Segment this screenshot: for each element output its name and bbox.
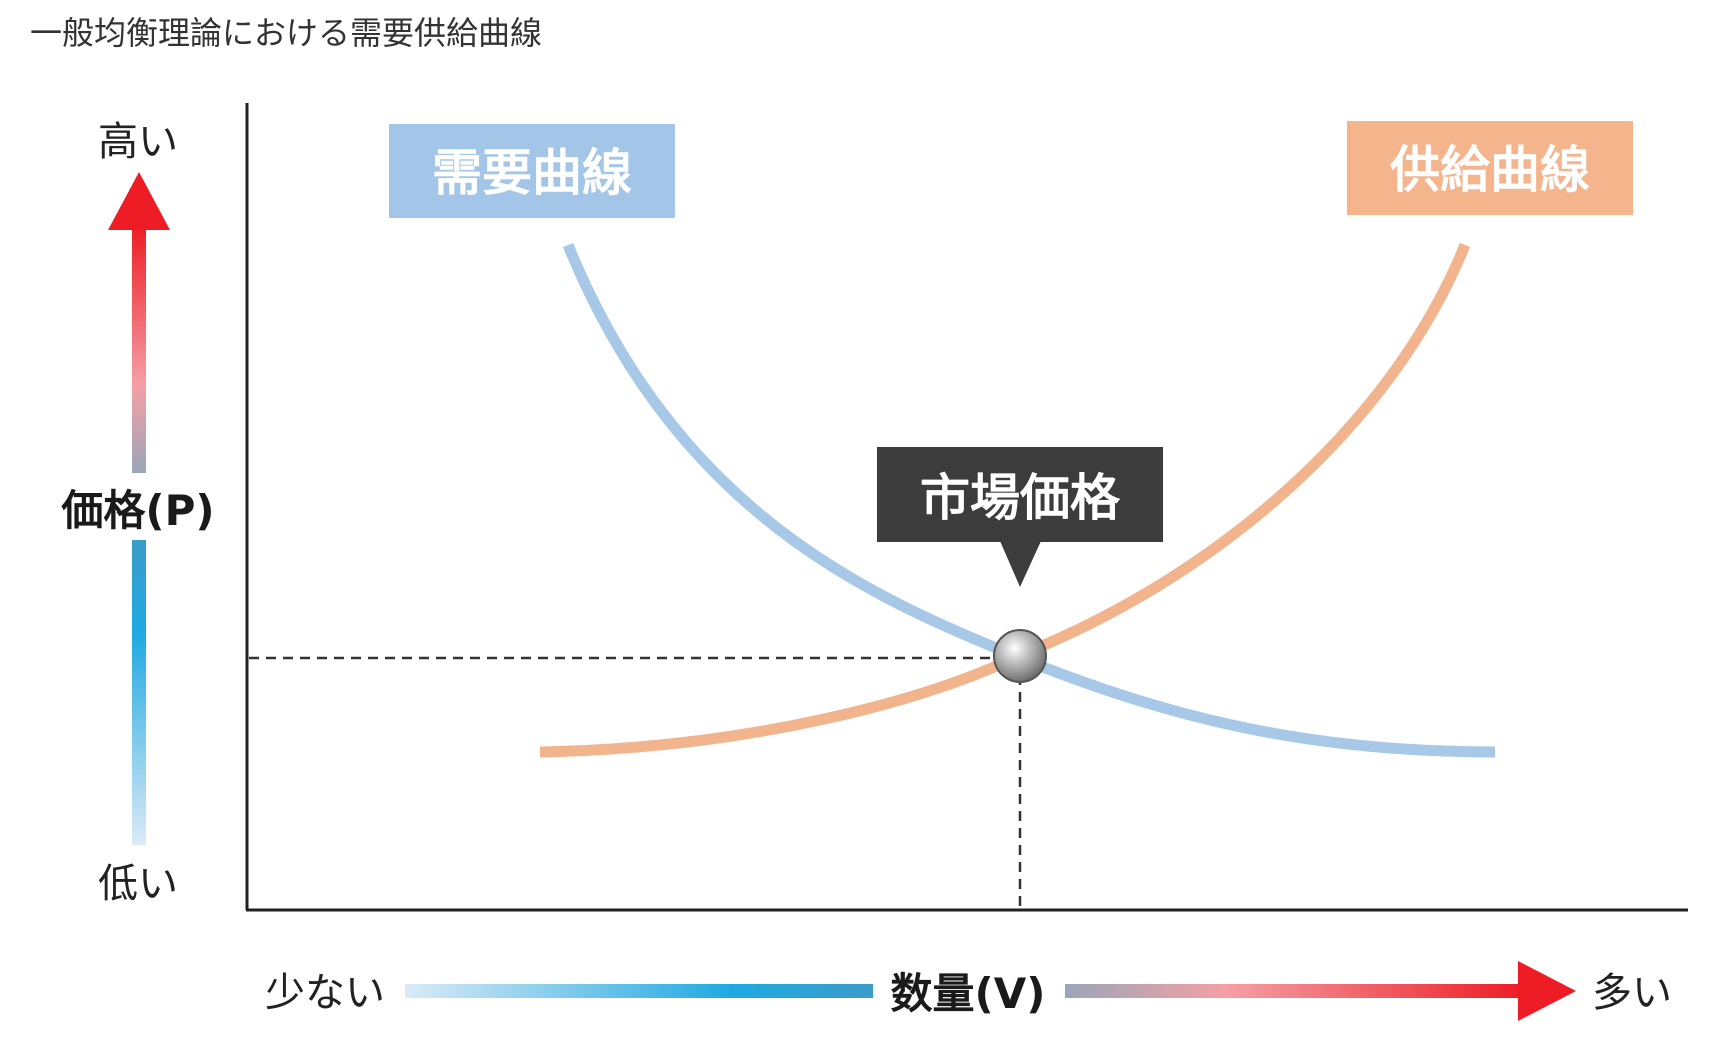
y-arrow-lower-bar <box>132 540 146 845</box>
market-price-callout <box>877 447 1163 542</box>
market-price-label: 市場価格 <box>920 469 1121 527</box>
demand-curve-label-box <box>389 124 675 218</box>
x-arrow-left-bar <box>405 984 873 998</box>
equilibrium-point <box>993 629 1047 683</box>
supply-curve-label-box <box>1347 121 1633 215</box>
y-arrow-upper-bar <box>132 225 146 473</box>
x-axis-label: 数量(V) <box>891 969 1046 1018</box>
x-low-label: 少ない <box>265 970 385 1016</box>
page-title: 一般均衡理論における需要供給曲線 <box>30 14 543 52</box>
y-axis-label: 価格(P) <box>60 486 214 535</box>
y-low-label: 低い <box>98 861 178 907</box>
callout-pointer <box>1000 541 1041 587</box>
supply-curve-label: 供給曲線 <box>1390 141 1590 199</box>
x-arrow-right-bar <box>1065 984 1525 998</box>
y-high-label: 高い <box>98 119 178 165</box>
x-high-label: 多い <box>1592 970 1672 1016</box>
demand-curve-label: 需要曲線 <box>432 144 632 202</box>
x-arrow-head-icon <box>1518 961 1576 1021</box>
y-arrow-head-icon <box>108 172 170 230</box>
